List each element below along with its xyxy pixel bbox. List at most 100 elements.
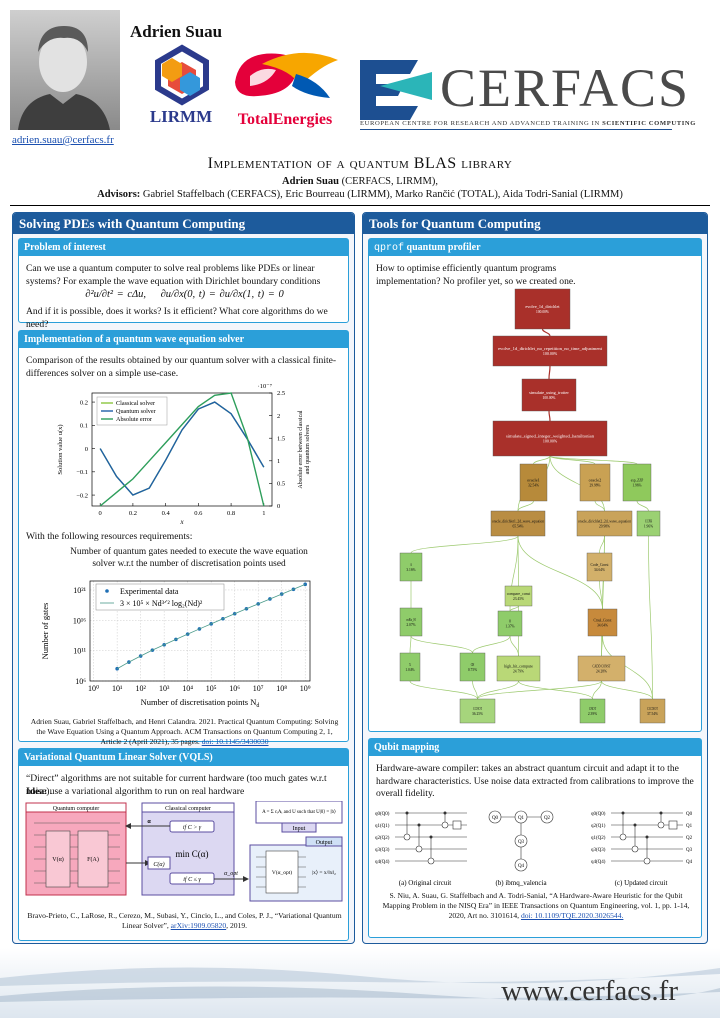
node-percent: 100.00% [543, 439, 558, 444]
paragraph: With the following resources requirement… [26, 531, 193, 542]
qubit-label: q2(Q1) [591, 824, 606, 829]
doi-link[interactable]: doi: 10.1145/3430030 [201, 737, 269, 746]
legend-label: Classical solver [116, 400, 155, 407]
control [645, 835, 649, 839]
equation: ∂²u/∂t² = cΔu, ∂u/∂x(0, t) = ∂u/∂x(1, t)… [19, 289, 350, 300]
qubit-label: q4(Q4) [591, 860, 606, 865]
node-label: simulate_using_trotter [529, 391, 570, 395]
x-tick-label: 0.8 [227, 510, 235, 517]
x-tick-label: 0.2 [129, 510, 137, 517]
qubit-label: q4(Q4) [375, 860, 390, 865]
target [427, 857, 435, 865]
advisors: Gabriel Staffelbach (CERFACS), Eric Bour… [142, 189, 623, 200]
device-label: Q3 [518, 840, 525, 845]
caption: (a) Original circuit [399, 879, 452, 887]
node-label: Code_Const [591, 563, 609, 567]
call-edge [472, 635, 511, 654]
call-node [492, 335, 608, 367]
reference: Bravo-Prieto, C., LaRose, R., Cerezo, M.… [27, 911, 342, 931]
call-edge [509, 635, 519, 657]
total-shape [292, 74, 330, 98]
qubit-label: q1(Q2) [591, 836, 606, 841]
y-tick-label: 0.1 [80, 423, 88, 430]
x-gate [668, 820, 678, 830]
problem-box: Problem of interest Can we use a quantum… [18, 238, 350, 330]
node-label: oracle_dirichlet1_2d_wave_equation [492, 520, 544, 524]
v-opt-gate [265, 850, 299, 894]
y2-exponent: ·10⁻⁷ [258, 383, 272, 390]
photo-face [39, 32, 87, 92]
node-percent: 37.54% [647, 712, 658, 716]
x-tick-label: 10¹ [112, 684, 123, 693]
node-percent: 2.39% [588, 712, 597, 716]
cerfacs-tagline: EUROPEAN CENTRE FOR RESEARCH AND ADVANCE… [360, 120, 696, 127]
y-tick-label: 0 [85, 446, 88, 453]
tagline-rule [360, 129, 672, 130]
call-node [514, 288, 571, 330]
node-percent: 100.00% [543, 351, 558, 356]
node-label: CADD CONST [593, 665, 612, 669]
paragraph: Hardware-aware compiler: takes an abstra… [376, 763, 694, 799]
data-point [115, 666, 119, 671]
node-label: CCPH [645, 520, 653, 524]
call-edge [541, 328, 551, 337]
call-edge [648, 535, 653, 700]
target [631, 845, 639, 853]
caption: (c) Updated circuit [615, 879, 668, 887]
x-tick-label: 10⁶ [229, 684, 240, 693]
call-node [587, 608, 618, 637]
y-tick-label: 0.2 [80, 399, 88, 406]
reference: S. Niu, A. Suau, G. Staffelbach and A. T… [377, 891, 695, 921]
box-heading: Variational Quantum Linear Solver (VQLS) [19, 749, 348, 766]
device-label: Q4 [518, 864, 525, 869]
call-edge [409, 680, 478, 700]
photo-hair [38, 26, 88, 52]
y-tick-label: −0.2 [76, 492, 88, 499]
x-axis-label-main: Number of discretisation points N [141, 697, 257, 707]
target [415, 845, 423, 853]
box-heading: qprof quantum profiler [369, 239, 701, 256]
node-label: evolve_1d_dirichlet [525, 305, 559, 309]
gate-label: F(A) [87, 856, 99, 863]
cost: C(α) [153, 861, 164, 868]
node-label: CCNOT [473, 707, 483, 711]
device-label: Q2 [544, 816, 551, 821]
tagline-text: EUROPEAN CENTRE FOR RESEARCH AND ADVANCE… [360, 120, 600, 127]
node-label: oracle_dirichlet2_2d_wave_equation [578, 520, 631, 524]
mapping-figure: q0(Q0) q1(Q1) q2(Q2) q3(Q3) q4(Q4) (a) Origin… [375, 810, 693, 887]
x-axis-label-sub: d [256, 703, 259, 709]
lirmm-hex [155, 44, 209, 106]
panel-heading: Solving PDEs with Quantum Computing [13, 213, 354, 234]
node-percent: 1.37% [505, 625, 514, 629]
target [619, 833, 627, 841]
email-link[interactable]: adrien.suau@cerfacs.fr [12, 134, 114, 146]
control [633, 823, 637, 827]
doi-link[interactable]: doi: 10.1109/TQE.2020.3026544. [520, 911, 624, 920]
total-shape [250, 68, 276, 86]
call-node [399, 607, 423, 637]
target [657, 821, 665, 829]
call-edge [517, 500, 534, 512]
reference-text: Bravo-Prieto, C., LaRose, R., Cerezo, M.… [27, 911, 342, 930]
minimize: min C(α) [176, 849, 209, 859]
wave-box: Implementation of a quantum wave equatio… [18, 330, 349, 746]
x-tick-label: 10⁴ [182, 684, 193, 693]
call-node [496, 655, 541, 682]
reference-text: Adrien Suau, Gabriel Staffelbach, and He… [30, 717, 339, 746]
arxiv-link[interactable]: arXiv:1909.05820 [170, 921, 227, 930]
classical-label-box [141, 802, 235, 813]
y2-tick-label: 2.5 [277, 390, 285, 397]
x-tick-label: 10⁰ [88, 684, 99, 693]
call-node [459, 652, 486, 682]
paragraph: How to optimise efficiently quantum prog… [376, 263, 576, 287]
y-tick-label: 10¹⁶ [73, 616, 86, 625]
node-percent: 100.00% [536, 310, 549, 314]
node-percent: 0.75% [468, 668, 477, 672]
call-edge [409, 635, 412, 654]
call-edge [472, 680, 478, 700]
output-label: Q3 [686, 848, 693, 853]
call-node [504, 585, 533, 607]
call-edge [636, 500, 649, 512]
gate-label: V(α_opt) [272, 869, 292, 876]
input-text: A = Σ cᵢAᵢ and U such that U|0⟩ = |b⟩ [262, 809, 336, 815]
